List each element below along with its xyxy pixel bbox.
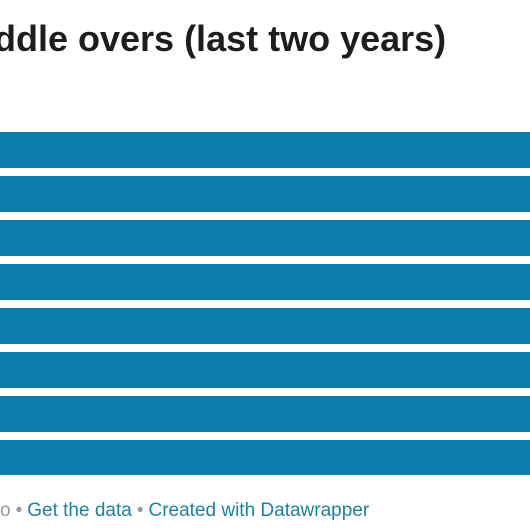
bar-3 <box>0 220 530 256</box>
bar-6 <box>0 352 530 388</box>
created-with-datawrapper-link[interactable]: Created with Datawrapper <box>148 500 370 521</box>
bar-2 <box>0 176 530 212</box>
bar-5 <box>0 308 530 344</box>
chart-title: ddle overs (last two years) <box>0 18 447 59</box>
bar-4 <box>0 264 530 300</box>
get-the-data-link[interactable]: Get the data <box>27 500 132 521</box>
footer-separator: • <box>15 500 23 521</box>
footer-separator: • <box>136 500 144 521</box>
bar-1 <box>0 132 530 168</box>
bar-8 <box>0 440 530 475</box>
chart-footer: o • Get the data • Created with Datawrapper <box>0 498 369 524</box>
bar-7 <box>0 396 530 432</box>
bar-chart <box>0 132 530 475</box>
chart-plot-area <box>0 130 530 475</box>
footer-truncated-text: o <box>0 500 11 521</box>
